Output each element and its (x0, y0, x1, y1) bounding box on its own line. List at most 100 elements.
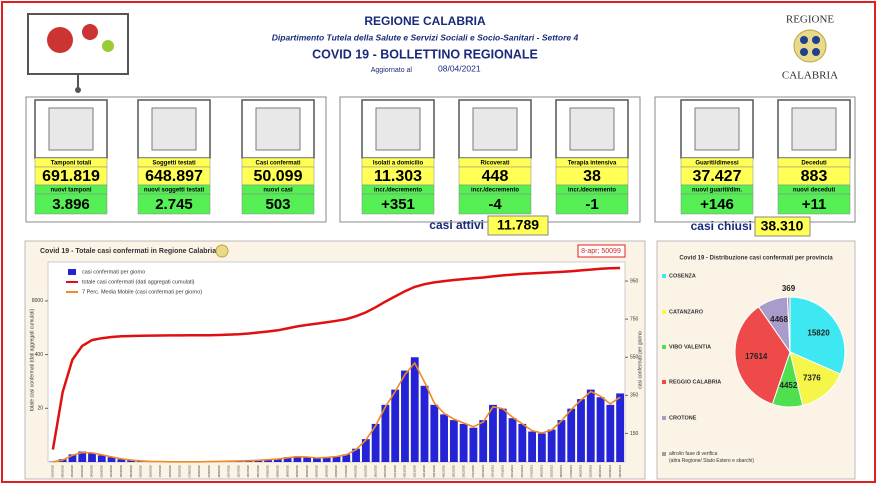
bar (509, 418, 517, 462)
y-tick-label: 400 (35, 352, 44, 358)
stat-value: 883 (801, 168, 828, 185)
x-tick-label: 27/09/2020 (345, 464, 348, 477)
legend-swatch (662, 274, 666, 278)
x-tick-label: 11/10/2020 (364, 464, 367, 477)
bar (479, 420, 487, 462)
legend-label: VIBO VALENTIA (669, 344, 711, 350)
bar (499, 409, 507, 462)
closed-label: casi chiusi (691, 219, 752, 233)
stat-sub-value: +351 (381, 196, 415, 213)
x-tick-label: 17/01/2021 (501, 464, 504, 477)
stat-label: Tamponi totali (51, 161, 92, 167)
stat-value: 691.819 (42, 168, 100, 185)
x-tick-label: 22/03/2020 (81, 464, 84, 477)
x-tick-label: 12/07/2020 (237, 464, 240, 477)
stat-label: Terapia intensiva (568, 161, 617, 167)
x-tick-label: 01/11/2020 (394, 464, 397, 477)
x-tick-label: 08/11/2020 (404, 464, 407, 477)
x-tick-label: 29/11/2020 (433, 464, 436, 477)
bar (587, 390, 595, 462)
x-tick-label: 12/04/2020 (110, 464, 113, 477)
x-tick-label: 07/06/2020 (188, 464, 191, 477)
legend-label: REGGIO CALABRIA (669, 379, 721, 385)
x-tick-label: 20/09/2020 (335, 464, 338, 477)
bar (88, 453, 96, 462)
x-tick-label: 06/09/2020 (316, 464, 319, 477)
x-tick-label: 19/04/2020 (120, 464, 123, 477)
x-tick-label: 26/07/2020 (257, 464, 260, 477)
logo-top: REGIONE (786, 14, 835, 26)
y2-tick-label: 550 (630, 355, 639, 361)
x-tick-label: 31/05/2020 (179, 464, 182, 477)
chart-title: Covid 19 - Totale casi confermati in Reg… (40, 248, 216, 255)
x-tick-label: 24/05/2020 (169, 464, 172, 477)
stat-sub-label: nuovi tamponi (51, 188, 92, 194)
legend-swatch (662, 310, 666, 314)
stat-value: 11.303 (374, 168, 422, 185)
x-tick-label: 15/03/2020 (71, 464, 74, 477)
pie-value-label: 7376 (803, 373, 821, 382)
stat-value: 448 (482, 168, 509, 185)
active-label: casi attivi (429, 218, 484, 232)
stat-sub-label: incr./decremento (568, 188, 616, 194)
x-tick-label: 10/01/2021 (492, 464, 495, 477)
bar (401, 371, 409, 462)
bar (489, 405, 497, 462)
x-tick-label: 14/06/2020 (198, 464, 201, 477)
x-tick-label: 30/08/2020 (306, 464, 309, 477)
stat-sub-label: nuovi deceduti (793, 188, 836, 194)
bar (558, 420, 566, 462)
pie-value-label: 15820 (807, 328, 830, 337)
bar (450, 420, 458, 462)
x-tick-label: 07/02/2021 (531, 464, 534, 477)
x-tick-label: 29/03/2020 (91, 464, 94, 477)
stat-label: Ricoverati (480, 161, 509, 167)
stat-icon (792, 108, 836, 150)
bar (440, 414, 448, 462)
bar (98, 455, 106, 462)
x-tick-label: 21/03/2021 (589, 464, 592, 477)
pie-value-label: 4452 (780, 381, 798, 390)
x-tick-label: 24/01/2021 (511, 464, 514, 477)
pie-value-label: 4468 (770, 315, 788, 324)
y2-tick-label: 950 (630, 278, 639, 284)
x-tick-label: 31/01/2021 (521, 464, 524, 477)
stat-label: Isolati a domicilio (373, 161, 424, 167)
y-tick-label: 20 (37, 406, 43, 412)
legend-swatch (68, 269, 76, 275)
x-tick-label: 03/05/2020 (140, 464, 143, 477)
legend-label: totale casi confermati (dati aggregati c… (82, 279, 195, 285)
x-tick-label: 09/08/2020 (276, 464, 279, 477)
x-tick-label: 04/10/2020 (355, 464, 358, 477)
legend-label: casi confermati per giorno (82, 269, 145, 275)
x-tick-label: 13/09/2020 (325, 464, 328, 477)
x-tick-label: 20/12/2020 (462, 464, 465, 477)
stat-sub-value: 3.896 (52, 196, 90, 213)
x-tick-label: 08/03/2020 (61, 464, 64, 477)
x-tick-label: 13/12/2020 (453, 464, 456, 477)
x-tick-label: 28/03/2021 (599, 464, 602, 477)
stat-sub-label: nuovi soggetti testati (144, 188, 205, 194)
pie-value-label: 369 (782, 284, 796, 293)
x-tick-label: 03/01/2021 (482, 464, 485, 477)
bar (548, 430, 556, 462)
x-tick-label: 21/02/2021 (550, 464, 553, 477)
x-tick-label: 06/12/2020 (443, 464, 446, 477)
bar (616, 393, 624, 462)
bar (606, 405, 614, 462)
y2-tick-label: 150 (630, 431, 639, 437)
logo-bottom: CALABRIA (782, 70, 838, 82)
stat-sub-value: 503 (265, 196, 290, 213)
x-tick-label: 26/04/2020 (130, 464, 133, 477)
y2-tick-label: 750 (630, 316, 639, 322)
stat-sub-label: incr./decremento (374, 188, 422, 194)
bar (567, 409, 575, 462)
bar (518, 424, 526, 462)
pie-title: Covid 19 - Distribuzione casi confermati… (679, 256, 833, 262)
bar (421, 386, 429, 462)
stat-icon (376, 108, 420, 150)
stat-sub-value: -1 (585, 196, 598, 213)
bar (460, 424, 468, 462)
stat-icon (570, 108, 614, 150)
